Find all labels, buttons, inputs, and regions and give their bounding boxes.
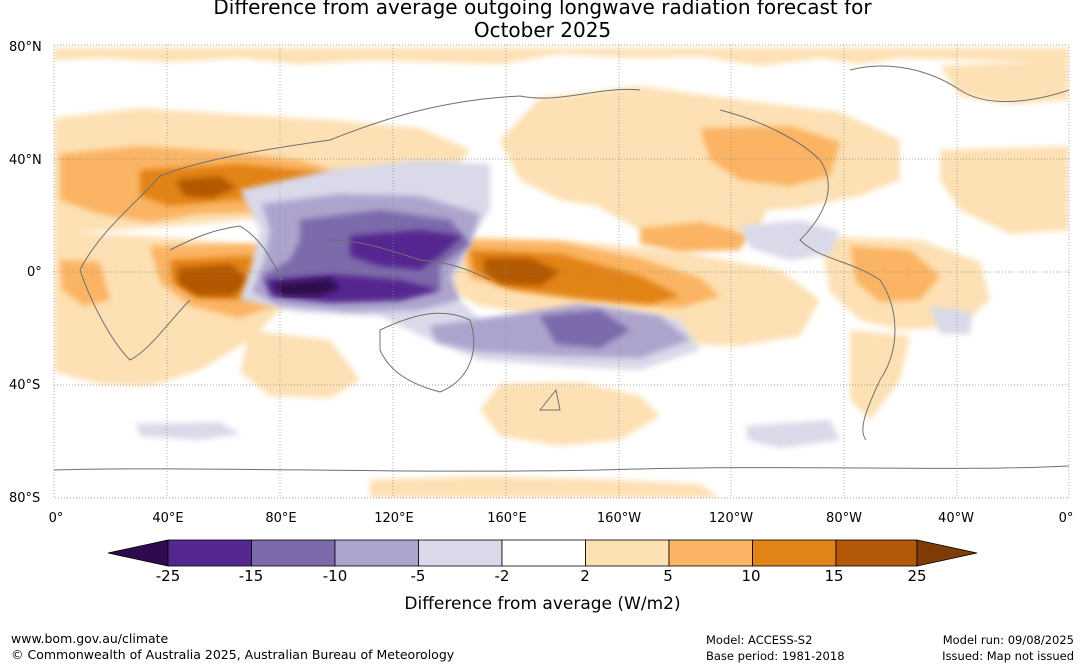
title-line-2: October 2025 bbox=[473, 18, 612, 42]
lon-label: 160°W bbox=[596, 511, 642, 526]
graticule bbox=[53, 44, 1070, 499]
map-title: Difference from average outgoing longwav… bbox=[0, 0, 1085, 42]
colorbar bbox=[107, 539, 978, 567]
colorbar-tick: 2 bbox=[580, 567, 590, 585]
lat-label: 40°N bbox=[9, 153, 42, 168]
lon-label: 0° bbox=[1058, 511, 1074, 526]
colorbar-segment bbox=[585, 539, 670, 567]
footer-issued: Issued: Map not issued bbox=[942, 649, 1074, 663]
colorbar-segment bbox=[251, 539, 336, 567]
map-field bbox=[54, 45, 1069, 498]
colorbar-segment bbox=[167, 539, 252, 567]
footer-base-period: Base period: 1981-2018 bbox=[706, 649, 845, 663]
footer-model-run: Model run: 09/08/2025 bbox=[942, 633, 1074, 647]
colorbar-segment bbox=[501, 539, 586, 567]
negative-extreme-areas bbox=[272, 278, 340, 296]
lon-label: 40°E bbox=[152, 511, 184, 526]
colorbar-min-arrow bbox=[107, 539, 169, 567]
colorbar-segment bbox=[334, 539, 419, 567]
colorbar-tick: 10 bbox=[741, 567, 761, 585]
colorbar-max-arrow bbox=[916, 539, 978, 567]
lat-label: 80°N bbox=[9, 40, 42, 55]
colorbar-tick: -25 bbox=[155, 567, 181, 585]
lon-label: 120°E bbox=[374, 511, 414, 526]
footer-copyright: © Commonwealth of Australia 2025, Austra… bbox=[11, 647, 455, 662]
lon-label: 40°W bbox=[938, 511, 974, 526]
colorbar-segment bbox=[668, 539, 753, 567]
lon-label: 120°W bbox=[708, 511, 754, 526]
lon-label: 80°E bbox=[265, 511, 297, 526]
lon-label: 0° bbox=[48, 511, 64, 526]
coastlines bbox=[54, 65, 1069, 472]
colorbar-tick: 25 bbox=[907, 567, 927, 585]
colorbar-segment bbox=[835, 539, 918, 567]
colorbar-tick: -5 bbox=[410, 567, 426, 585]
footer-url: www.bom.gov.au/climate bbox=[11, 631, 169, 646]
colorbar-tick: -10 bbox=[322, 567, 348, 585]
colorbar-segment bbox=[752, 539, 837, 567]
lon-label: 160°E bbox=[487, 511, 527, 526]
footer-model: Model: ACCESS-S2 bbox=[706, 633, 813, 647]
lon-label: 80°W bbox=[826, 511, 862, 526]
lat-label: 80°S bbox=[9, 491, 41, 506]
colorbar-tick: 15 bbox=[824, 567, 844, 585]
colorbar-segment bbox=[418, 539, 503, 567]
lat-label: 40°S bbox=[9, 378, 41, 393]
lat-label: 0° bbox=[27, 265, 42, 280]
colorbar-tick: -2 bbox=[494, 567, 510, 585]
colorbar-tick: -15 bbox=[238, 567, 264, 585]
colorbar-tick: 5 bbox=[663, 567, 673, 585]
colorbar-title: Difference from average (W/m2) bbox=[404, 594, 681, 614]
title-line-1: Difference from average outgoing longwav… bbox=[213, 0, 872, 19]
